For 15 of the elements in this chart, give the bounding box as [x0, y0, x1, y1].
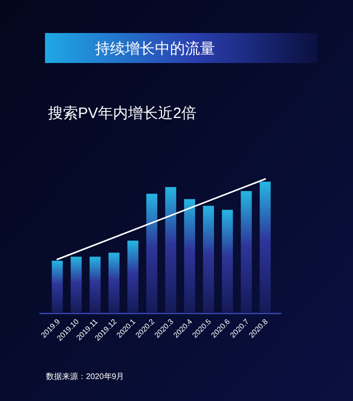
- bar: [240, 191, 252, 313]
- bar: [52, 260, 63, 313]
- source-note: 数据来源：2020年9月: [46, 372, 124, 381]
- bar: [222, 210, 233, 313]
- bar: [165, 187, 176, 313]
- bar: [127, 240, 138, 313]
- bar: [146, 194, 158, 313]
- bar: [184, 199, 196, 313]
- bar: [203, 206, 214, 313]
- chart-subtitle: 搜索PV年内增长近2倍: [48, 105, 196, 122]
- bar: [70, 256, 82, 313]
- chart-title: 持续增长中的流量: [95, 40, 215, 58]
- bar: [90, 256, 101, 313]
- bar: [260, 182, 271, 313]
- bar: [108, 252, 120, 313]
